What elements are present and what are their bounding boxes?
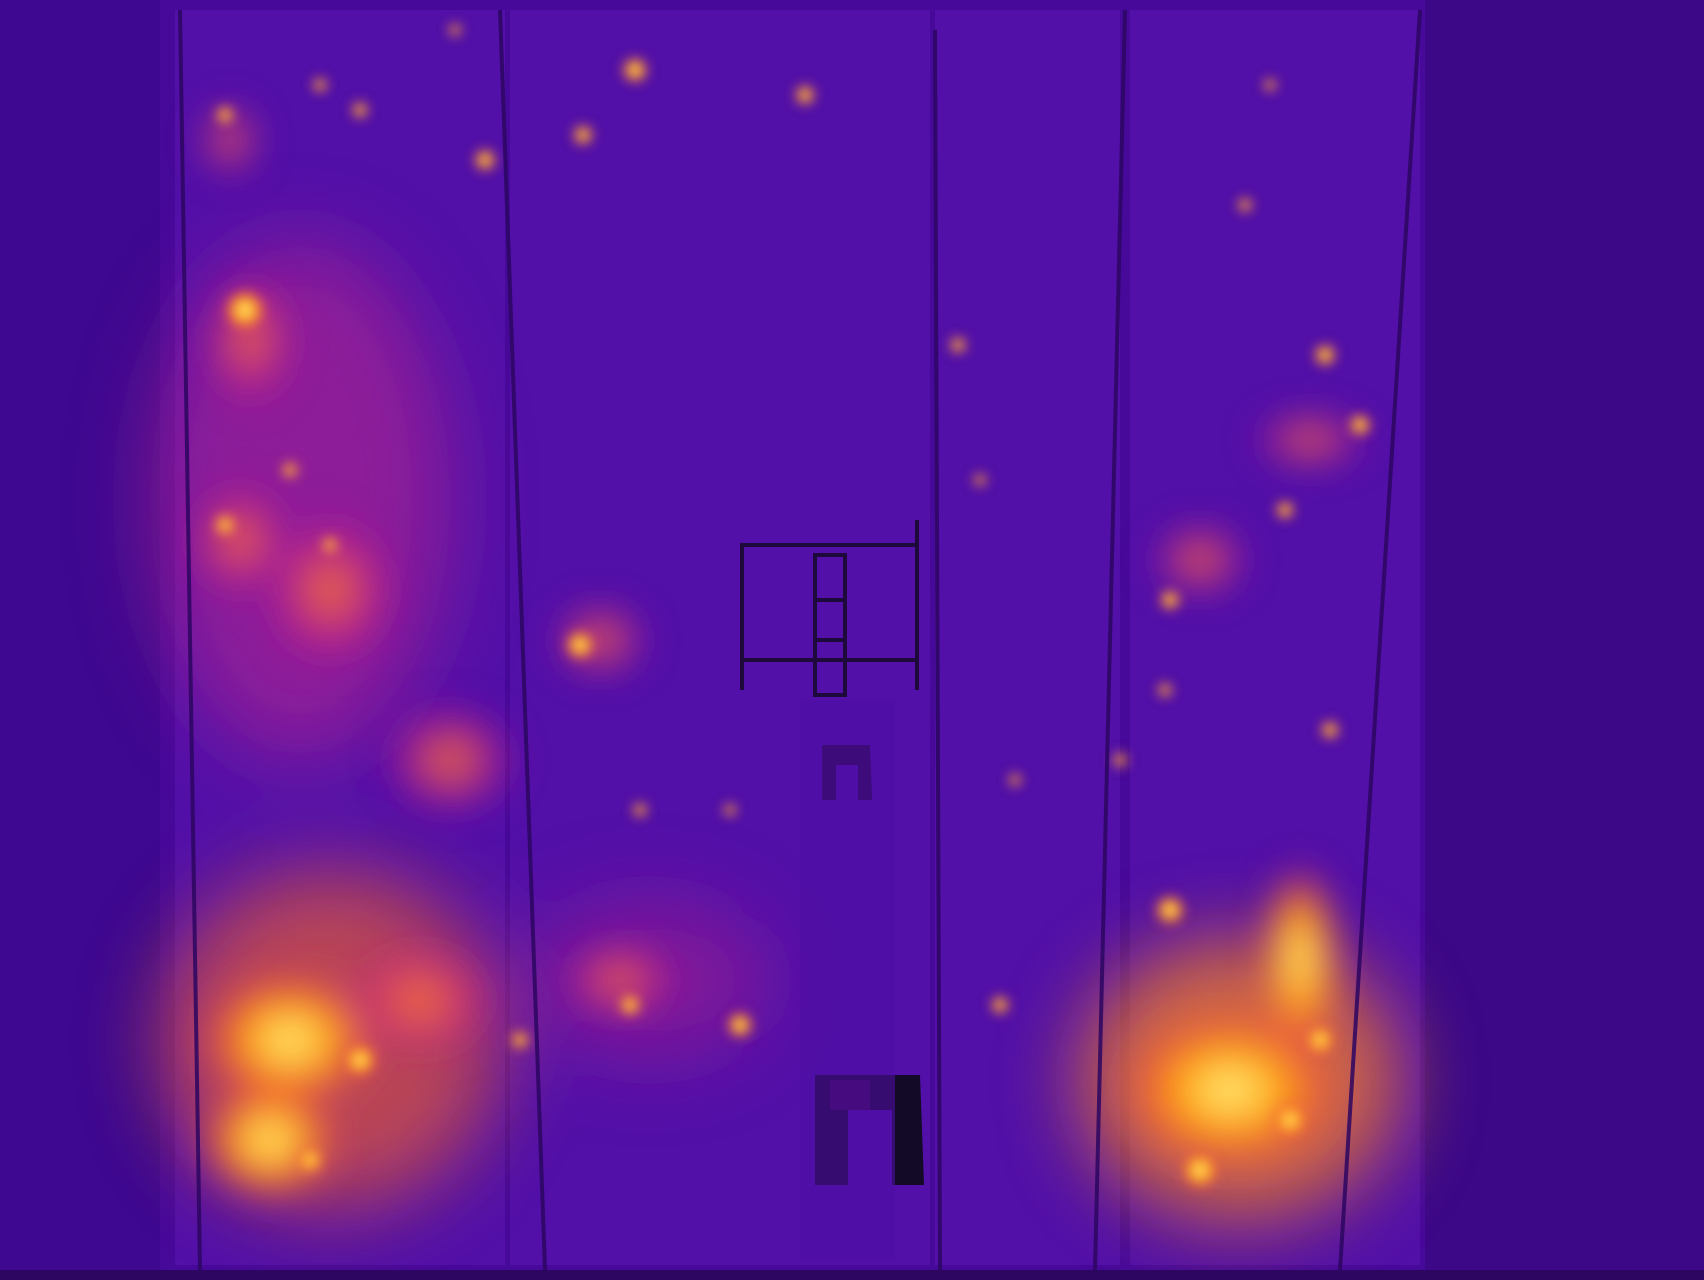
hotspot xyxy=(296,1146,324,1174)
right-margin-dark xyxy=(1425,0,1704,1280)
warm-region-left-upper xyxy=(150,240,450,760)
hotspot xyxy=(473,148,497,172)
hotspot xyxy=(448,23,462,37)
hotspot xyxy=(213,513,237,537)
hotspots xyxy=(213,23,1372,1190)
cluster xyxy=(560,940,680,1020)
hotspot xyxy=(281,461,299,479)
central-frame xyxy=(740,520,919,697)
hotspot xyxy=(342,1042,378,1078)
hotspot xyxy=(618,993,642,1017)
cluster xyxy=(200,970,380,1110)
hotspot xyxy=(510,1030,530,1050)
hotspot xyxy=(572,124,594,146)
hotspot xyxy=(726,1011,754,1039)
hotspot xyxy=(215,105,235,125)
hotspot xyxy=(990,995,1010,1015)
cluster xyxy=(380,700,520,820)
cluster xyxy=(260,510,400,670)
hotspot xyxy=(794,84,816,106)
cluster xyxy=(340,940,500,1060)
left-margin-dark xyxy=(0,0,160,1280)
hotspot xyxy=(1320,720,1340,740)
hotspot xyxy=(1272,1102,1308,1138)
warm-clusters xyxy=(190,100,1370,1200)
hotspot xyxy=(1237,197,1253,213)
cluster xyxy=(200,1080,340,1200)
hotspot xyxy=(1313,343,1337,367)
panel-seams xyxy=(178,9,1422,1271)
hotspot xyxy=(621,56,649,84)
cluster xyxy=(1260,860,1340,1060)
hotspot xyxy=(723,803,737,817)
hotspot xyxy=(312,77,328,93)
hotspot xyxy=(1348,413,1372,437)
hotspot xyxy=(1008,773,1022,787)
hotspot xyxy=(1159,589,1181,611)
cluster xyxy=(200,100,260,180)
hotspot xyxy=(1304,1024,1336,1056)
cluster xyxy=(1150,520,1250,600)
cluster xyxy=(1250,410,1370,470)
hotspot xyxy=(949,336,967,354)
hotspot xyxy=(1263,78,1277,92)
hotspot xyxy=(1154,894,1186,926)
hotspot xyxy=(1275,500,1295,520)
hotspot xyxy=(321,536,339,554)
hotspot xyxy=(564,629,596,661)
hotspot xyxy=(632,802,648,818)
hotspot xyxy=(351,101,369,119)
hotspot xyxy=(1180,1150,1220,1190)
hotspot xyxy=(1157,682,1173,698)
hotspot xyxy=(973,473,987,487)
hotspot xyxy=(1112,752,1128,768)
bottom-edge xyxy=(0,1270,1704,1280)
central-walkway xyxy=(800,700,895,1260)
hotspot xyxy=(223,288,267,332)
